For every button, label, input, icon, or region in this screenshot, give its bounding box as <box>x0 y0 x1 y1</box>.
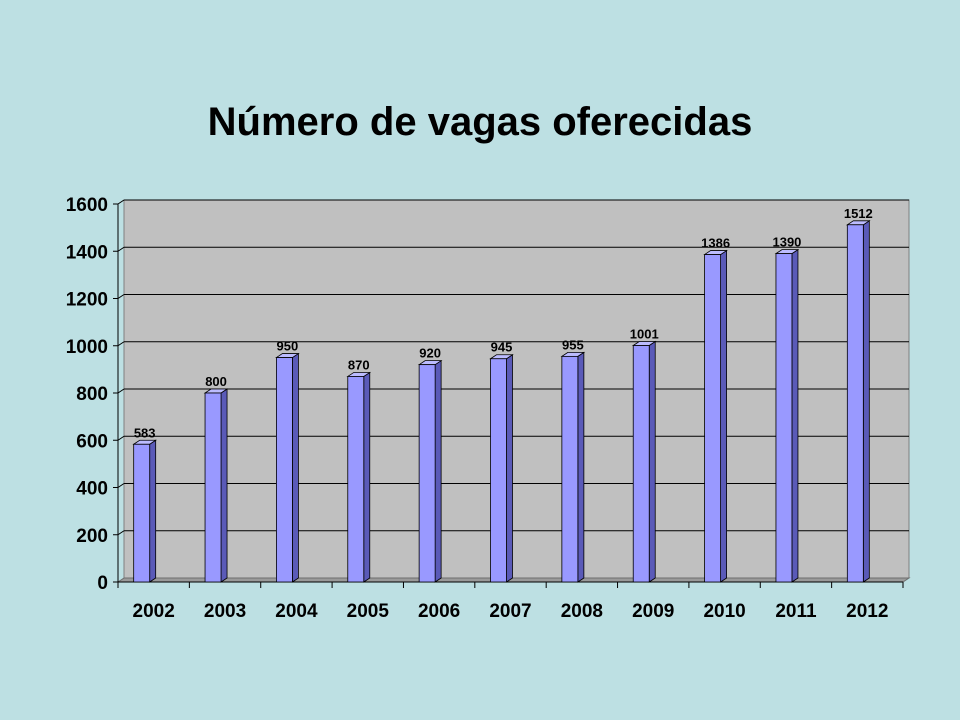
bar-front <box>846 224 864 583</box>
bar-2009 <box>631 340 657 583</box>
bar-2012 <box>845 220 871 583</box>
axes <box>113 203 904 588</box>
y-tick-label: 0 <box>97 573 108 594</box>
gridline-diagonal <box>117 199 125 205</box>
bar-2008 <box>560 351 586 583</box>
gridline-diagonal <box>117 530 125 536</box>
data-label: 1512 <box>844 206 873 221</box>
x-tick-label: 2010 <box>703 601 745 622</box>
bar-2011 <box>774 248 800 583</box>
bar-front <box>561 355 579 583</box>
bar-side <box>506 353 513 583</box>
bar-side <box>363 371 371 583</box>
bar-2004 <box>275 352 300 583</box>
bar-front <box>276 357 293 583</box>
bar-front <box>490 358 507 583</box>
bar-side <box>434 359 442 583</box>
data-label: 1001 <box>630 327 659 342</box>
y-tick-label: 1000 <box>66 337 108 358</box>
x-tick-label: 2011 <box>775 601 817 622</box>
data-label: 920 <box>419 346 441 361</box>
data-label: 583 <box>134 425 156 440</box>
bar-2005 <box>346 371 372 583</box>
y-tick-label: 1200 <box>66 290 108 311</box>
data-labels: 583 800 950 870 920 945 955 1001 1386 1390 1512 <box>134 206 873 440</box>
bar-side <box>862 220 870 583</box>
gridline-diagonal <box>117 483 125 488</box>
y-tick-label: 1600 <box>66 195 108 216</box>
data-label: 955 <box>562 337 584 352</box>
data-label: 945 <box>491 340 513 355</box>
bar-front <box>347 376 365 583</box>
gridline-diagonal <box>117 341 125 347</box>
bar-front <box>204 392 222 583</box>
x-tick-label: 2007 <box>489 601 531 622</box>
bar-side <box>292 352 299 583</box>
bar-2002 <box>132 439 158 583</box>
bar-front <box>775 253 793 583</box>
x-tick-label: 2008 <box>561 601 603 622</box>
y-tick-label: 600 <box>76 431 108 452</box>
x-tick-label: 2005 <box>347 601 390 622</box>
x-tick-label: 2002 <box>133 601 175 622</box>
bar-front <box>632 345 650 583</box>
data-label: 950 <box>277 339 299 354</box>
x-tick-label: 2009 <box>632 601 674 622</box>
x-tick-label: 2012 <box>846 601 888 622</box>
bar-front <box>418 364 436 583</box>
bar-side <box>220 388 228 583</box>
data-label: 1386 <box>701 236 730 251</box>
bar-2003 <box>203 388 229 583</box>
y-tick-label: 1400 <box>66 242 108 263</box>
x-tick-label: 2006 <box>418 601 460 622</box>
bar-front <box>133 443 151 583</box>
y-tick-labels: 0 200 400 600 800 1000 1200 1400 1600 <box>66 195 108 594</box>
gridline-diagonal <box>117 388 125 394</box>
y-tick-label: 200 <box>76 526 108 547</box>
data-label: 1390 <box>772 235 801 250</box>
gridline-diagonal <box>117 294 125 299</box>
bar-2006 <box>417 359 443 583</box>
bar-side <box>577 351 585 583</box>
x-tick-label: 2004 <box>275 601 318 622</box>
data-label: 800 <box>205 374 227 389</box>
bar-side <box>648 340 656 583</box>
y-tick-label: 800 <box>76 384 108 405</box>
gridline-diagonal <box>117 246 125 252</box>
bar-side <box>791 248 799 583</box>
data-label: 870 <box>348 357 370 372</box>
chart-title: Número de vagas oferecidas <box>207 100 753 144</box>
bars <box>132 220 871 583</box>
bar-side <box>149 439 157 583</box>
bar-side <box>720 249 727 583</box>
bar-front <box>704 254 721 583</box>
x-tick-labels: 2002 2003 2004 2005 2006 2007 2008 2009 2010 2011… <box>133 601 889 622</box>
bar-2010 <box>703 249 728 583</box>
x-tick-label: 2003 <box>204 601 246 622</box>
y-tick-label: 400 <box>76 479 108 500</box>
gridline-diagonal <box>117 435 125 441</box>
bar-2007 <box>489 353 514 583</box>
